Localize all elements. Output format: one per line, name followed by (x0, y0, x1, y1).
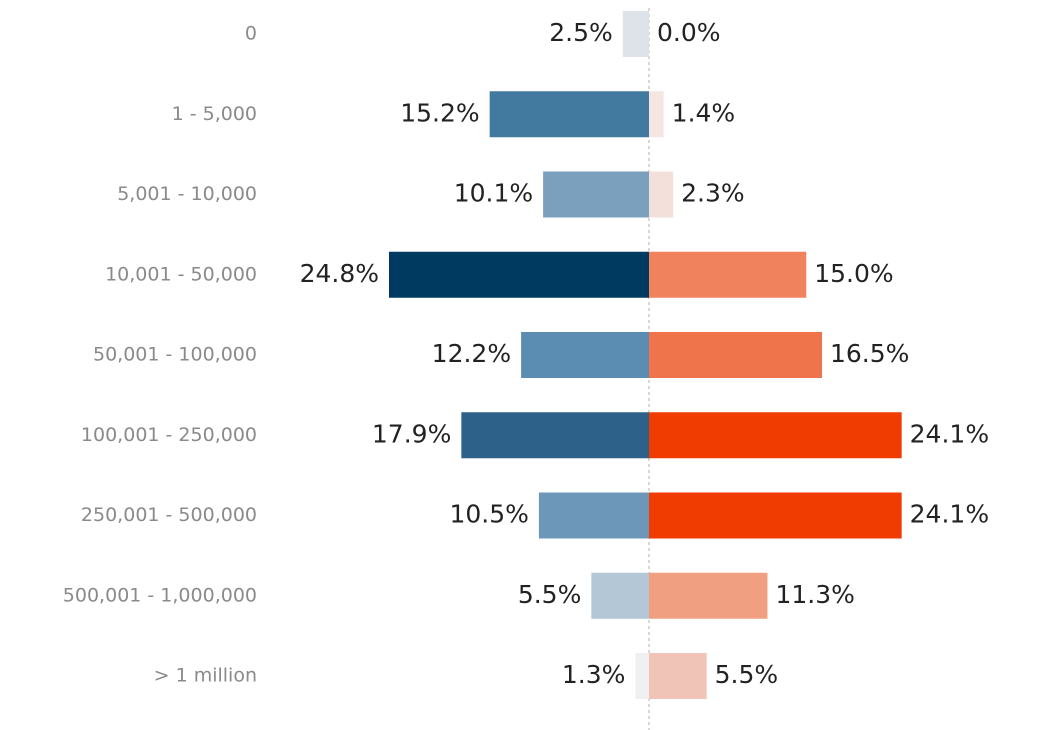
bar (591, 572, 649, 619)
value-label: 24.1% (910, 500, 989, 529)
value-label: 24.8% (300, 259, 379, 288)
bar (622, 11, 649, 57)
category-label: 250,001 - 500,000 (81, 504, 257, 526)
value-label: 0.0% (657, 18, 721, 47)
bar (649, 332, 822, 378)
value-label: 12.2% (432, 339, 511, 368)
bar (489, 91, 649, 138)
category-label: 500,001 - 1,000,000 (63, 584, 257, 606)
category-label: 100,001 - 250,000 (81, 424, 257, 446)
value-label: 1.4% (672, 98, 736, 127)
bar (649, 492, 902, 539)
value-label: 15.2% (400, 98, 479, 127)
bar (538, 492, 649, 539)
category-label: 0 (245, 23, 257, 45)
bar (649, 572, 768, 619)
category-label: 5,001 - 10,000 (117, 183, 257, 205)
value-label: 15.0% (814, 259, 893, 288)
value-label: 17.9% (372, 419, 451, 448)
value-label: 2.3% (681, 179, 745, 208)
bar (649, 653, 707, 699)
value-label: 11.3% (775, 580, 854, 609)
bar (521, 332, 649, 378)
value-label: 2.5% (549, 18, 613, 47)
bar (389, 251, 649, 298)
category-label: 1 - 5,000 (172, 103, 257, 125)
bar (649, 251, 807, 298)
category-label: > 1 million (154, 665, 257, 687)
value-label: 5.5% (518, 580, 582, 609)
value-label: 10.5% (449, 500, 528, 529)
category-label: 10,001 - 50,000 (105, 263, 257, 285)
bar (543, 171, 649, 218)
value-label: 24.1% (910, 419, 989, 448)
bar (649, 171, 674, 218)
value-label: 10.1% (454, 179, 533, 208)
value-label: 5.5% (715, 660, 779, 689)
bar (635, 653, 649, 699)
category-label: 50,001 - 100,000 (93, 344, 257, 366)
bar (461, 412, 649, 459)
bar (649, 91, 664, 138)
bar (649, 412, 902, 459)
value-label: 16.5% (830, 339, 909, 368)
value-label: 1.3% (562, 660, 626, 689)
